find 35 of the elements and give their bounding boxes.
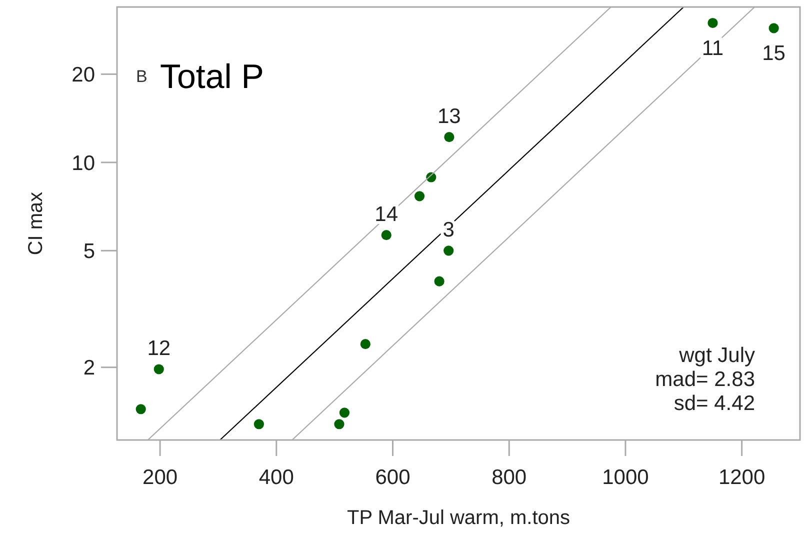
text: Total P [160, 58, 264, 96]
y-tick-label: 10 [72, 152, 95, 175]
annotation: sd= 4.42 [674, 392, 755, 415]
x-tick-label: 400 [258, 466, 294, 489]
point [444, 132, 454, 142]
point [334, 419, 344, 430]
point [434, 276, 444, 286]
point [136, 404, 146, 414]
x-tick-label: 600 [375, 466, 410, 489]
annotation: mad= 2.83 [655, 368, 755, 391]
annotation: 15 [762, 42, 786, 66]
point [708, 18, 718, 28]
point [768, 23, 779, 34]
annotation: 11 [702, 36, 724, 60]
annotation: 13 [438, 105, 461, 128]
x-tick-label: 800 [492, 466, 527, 489]
point [414, 191, 425, 202]
annotation: wgt July [678, 344, 756, 367]
y-tick-label: 5 [83, 240, 95, 264]
point [154, 364, 164, 374]
x-axis-title: TP Mar-Jul warm, m.tons [347, 507, 570, 529]
point [254, 419, 264, 430]
point [444, 246, 454, 256]
point [360, 339, 370, 350]
point [381, 230, 392, 240]
x-tick-label: 1000 [602, 466, 649, 489]
annotation: 14 [374, 203, 398, 226]
y-axis-title: CI max [25, 192, 47, 256]
annotation: B [136, 67, 148, 86]
x-tick-label: 1200 [718, 466, 766, 489]
x-tick-label: 200 [142, 466, 178, 489]
y-tick-label: 20 [72, 64, 95, 87]
y-tick-label: 2 [83, 356, 95, 380]
point [339, 408, 350, 418]
annotation: 12 [147, 337, 171, 360]
